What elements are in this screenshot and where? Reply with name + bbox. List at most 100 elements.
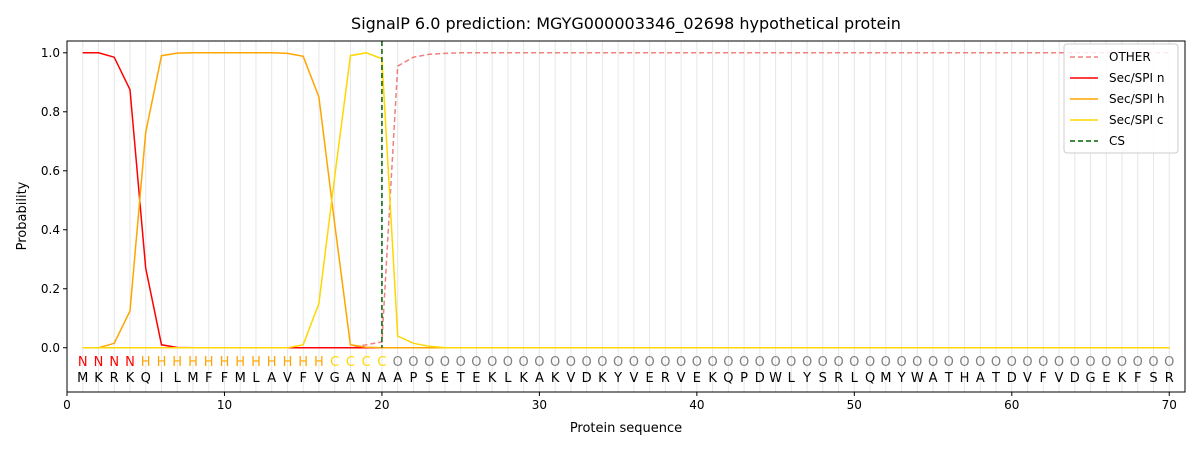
series-lines bbox=[82, 41, 1170, 349]
region-label: O bbox=[644, 355, 654, 370]
region-label: H bbox=[314, 355, 324, 370]
series-line-sec-spi-c bbox=[82, 52, 1170, 349]
region-label: O bbox=[1022, 355, 1032, 370]
region-label: N bbox=[125, 355, 135, 370]
y-axis-ticks: 0.0 0.2 0.4 0.6 0.8 1.0 bbox=[41, 46, 67, 355]
y-tick-label: 0.6 bbox=[41, 164, 60, 178]
region-label: O bbox=[818, 355, 828, 370]
chart-title: SignalP 6.0 prediction: MGYG000003346_02… bbox=[351, 14, 901, 34]
x-tick-label: 30 bbox=[532, 398, 547, 412]
region-label: H bbox=[235, 355, 245, 370]
region-label: O bbox=[629, 355, 639, 370]
region-label: O bbox=[503, 355, 513, 370]
y-tick-label: 0.0 bbox=[41, 341, 60, 355]
legend-label: Sec/SPI n bbox=[1109, 71, 1164, 85]
region-label: H bbox=[267, 355, 277, 370]
region-label: O bbox=[959, 355, 969, 370]
series-line-sec-spi-n bbox=[82, 52, 1170, 349]
region-label: O bbox=[849, 355, 859, 370]
x-tick-label: 50 bbox=[847, 398, 862, 412]
region-label: O bbox=[896, 355, 906, 370]
y-tick-label: 0.8 bbox=[41, 105, 60, 119]
region-label: O bbox=[928, 355, 938, 370]
region-label: C bbox=[377, 355, 386, 370]
x-tick-label: 70 bbox=[1162, 398, 1177, 412]
region-label: O bbox=[723, 355, 733, 370]
y-tick-label: 0.2 bbox=[41, 282, 60, 296]
region-label: O bbox=[881, 355, 891, 370]
region-label: O bbox=[1117, 355, 1127, 370]
region-label: O bbox=[770, 355, 780, 370]
region-label: O bbox=[660, 355, 670, 370]
region-label: H bbox=[188, 355, 198, 370]
region-label: O bbox=[707, 355, 717, 370]
region-label: O bbox=[581, 355, 591, 370]
region-label: C bbox=[330, 355, 339, 370]
region-label: N bbox=[109, 355, 119, 370]
region-label: H bbox=[220, 355, 230, 370]
region-label: O bbox=[755, 355, 765, 370]
region-label: O bbox=[833, 355, 843, 370]
plot-frame bbox=[66, 40, 1186, 393]
x-tick-label: 10 bbox=[217, 398, 232, 412]
region-label: O bbox=[613, 355, 623, 370]
region-label: O bbox=[487, 355, 497, 370]
legend-label: Sec/SPI h bbox=[1109, 92, 1164, 106]
x-tick-label: 60 bbox=[1004, 398, 1019, 412]
series-line-sec-spi-h bbox=[82, 52, 1170, 349]
region-label: C bbox=[346, 355, 355, 370]
grid-lines bbox=[82, 41, 1170, 392]
y-axis-label: Probability bbox=[15, 181, 30, 250]
x-tick-label: 40 bbox=[689, 398, 704, 412]
region-label: O bbox=[739, 355, 749, 370]
x-tick-label: 20 bbox=[374, 398, 389, 412]
region-label: O bbox=[550, 355, 560, 370]
region-label: H bbox=[157, 355, 167, 370]
region-label: O bbox=[534, 355, 544, 370]
region-label: O bbox=[975, 355, 985, 370]
region-label: O bbox=[912, 355, 922, 370]
region-label: O bbox=[456, 355, 466, 370]
region-label: O bbox=[471, 355, 481, 370]
region-label: H bbox=[204, 355, 214, 370]
region-label: O bbox=[676, 355, 686, 370]
region-label: O bbox=[518, 355, 528, 370]
legend-label: Sec/SPI c bbox=[1109, 113, 1163, 127]
region-label: O bbox=[1007, 355, 1017, 370]
series-line-other bbox=[82, 52, 1170, 349]
region-label: O bbox=[1038, 355, 1048, 370]
x-axis-label: Protein sequence bbox=[570, 421, 682, 436]
x-axis-ticks: 0 10 20 30 40 50 60 70 bbox=[63, 392, 1177, 412]
x-tick-label: 0 bbox=[63, 398, 71, 412]
sequence-residues: MKRKQILMFFMLAVFVGANAAPSETEKLKAKVDKYVERVE… bbox=[77, 371, 1174, 386]
region-label: H bbox=[141, 355, 151, 370]
region-label: C bbox=[362, 355, 371, 370]
region-label: O bbox=[692, 355, 702, 370]
region-label: O bbox=[424, 355, 434, 370]
region-label: O bbox=[440, 355, 450, 370]
legend-label: CS bbox=[1109, 134, 1125, 148]
region-label: H bbox=[298, 355, 308, 370]
region-label: H bbox=[172, 355, 182, 370]
region-label: O bbox=[408, 355, 418, 370]
region-label: O bbox=[802, 355, 812, 370]
region-label: O bbox=[1101, 355, 1111, 370]
region-label: O bbox=[865, 355, 875, 370]
y-tick-label: 1.0 bbox=[41, 46, 60, 60]
region-label: O bbox=[1085, 355, 1095, 370]
legend-box bbox=[1063, 43, 1179, 154]
region-label: O bbox=[597, 355, 607, 370]
region-label: O bbox=[1148, 355, 1158, 370]
region-label: O bbox=[1054, 355, 1064, 370]
region-label: N bbox=[94, 355, 104, 370]
region-label: O bbox=[991, 355, 1001, 370]
region-label: N bbox=[78, 355, 88, 370]
region-label: H bbox=[283, 355, 293, 370]
legend-label: OTHER bbox=[1109, 50, 1151, 64]
legend: OTHER Sec/SPI n Sec/SPI h Sec/SPI c CS bbox=[1063, 43, 1179, 154]
region-label: O bbox=[786, 355, 796, 370]
region-label: H bbox=[251, 355, 261, 370]
region-label: O bbox=[566, 355, 576, 370]
